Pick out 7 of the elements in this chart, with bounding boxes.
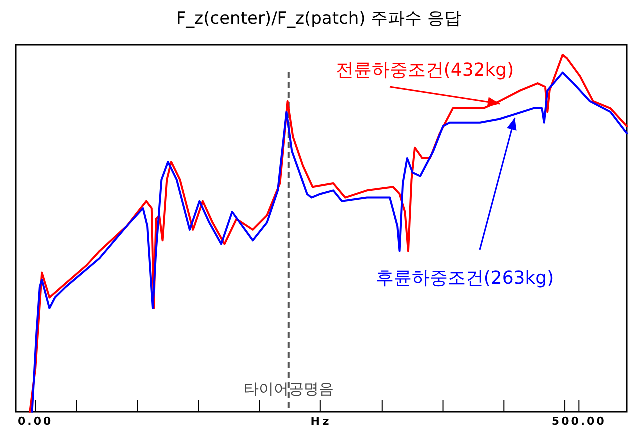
x-axis-title: Hz — [310, 415, 332, 428]
series-label: 전륜하중조건(432kg) — [336, 60, 514, 81]
x-tick-label: 500.00 — [552, 415, 606, 428]
series-label: 후륜하중조건(263kg) — [376, 268, 554, 289]
x-tick-label: 0.00 — [18, 415, 54, 428]
ref-line-label: 타이어공명음 — [244, 380, 334, 398]
chart-title: F_z(center)/F_z(patch) 주파수 응답 — [176, 9, 462, 29]
